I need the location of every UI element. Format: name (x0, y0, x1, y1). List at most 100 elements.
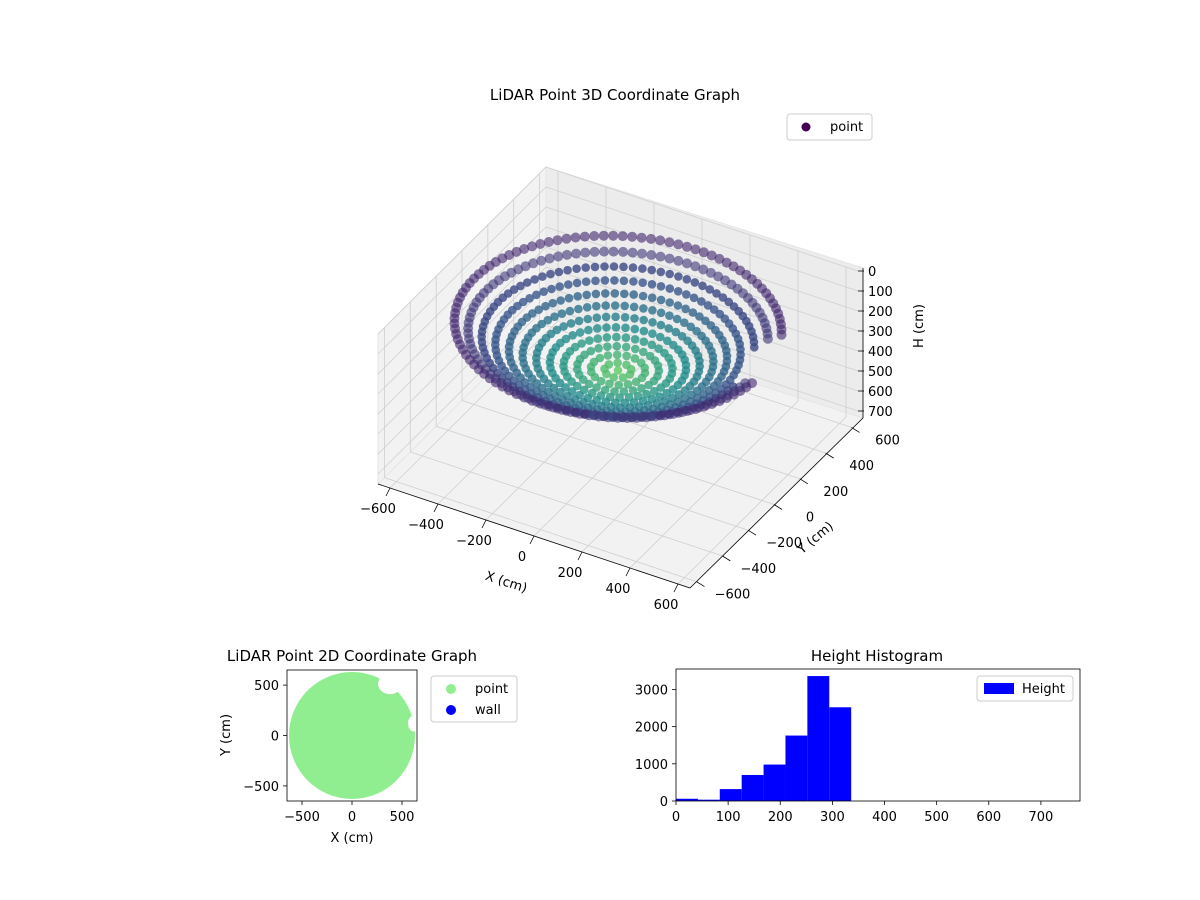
plot-3d-x-tick-label: 0 (518, 550, 526, 565)
plot-3d-x-tick (625, 567, 631, 577)
plot-3d-point (655, 251, 666, 262)
plot-3d-point (698, 264, 709, 275)
plot-2d-x-tick-label: 500 (390, 810, 415, 825)
plot-3d-point (646, 250, 657, 260)
histogram-bar (807, 676, 830, 801)
plot-3d-y-axis-line (689, 417, 864, 589)
plot-3d-z-tick-label: 100 (868, 285, 893, 300)
plot-3d-point (674, 272, 683, 281)
plot-3d-point (621, 323, 630, 333)
plot-3d-point (580, 247, 591, 258)
plot-3d-point (585, 336, 594, 345)
plot-3d-y-tick (722, 555, 731, 562)
plot-3d-point (550, 312, 559, 322)
plot-3d-point (631, 412, 642, 423)
histogram-bar (785, 735, 808, 801)
plot-3d-gridline-z-left (377, 166, 547, 335)
histogram-bar (719, 789, 742, 801)
plot-3d-point (610, 276, 619, 285)
plot-3d-point (639, 337, 649, 347)
plot-3d-y-tick (825, 452, 834, 459)
plot-3d-y-tick (799, 478, 809, 485)
plot-3d-point (608, 246, 619, 257)
plot-3d-point (648, 318, 657, 327)
plot-3d-x-tick (481, 519, 487, 529)
plot-3d-point (673, 287, 683, 296)
plot-3d-point (655, 332, 665, 342)
plot-3d-point (647, 293, 657, 303)
plot-3d-gridline-z-left (377, 306, 547, 475)
plot-3d-point (523, 278, 532, 287)
plot-3d-point (581, 277, 591, 287)
histogram-bar (697, 799, 720, 801)
plot-3d-point (682, 241, 692, 252)
plot-3d-point (776, 329, 787, 340)
plot-3d-point (695, 312, 704, 321)
plot-3d: LiDAR Point 3D Coordinate Graph −600 −400… (360, 86, 927, 613)
plot-3d-legend-label: point (830, 120, 863, 135)
plot-3d-point (648, 306, 657, 315)
plot-3d-point (682, 275, 692, 284)
plot-3d-title: LiDAR Point 3D Coordinate Graph (490, 86, 740, 104)
plot-3d-x-tick (673, 583, 679, 593)
plot-3d-point (562, 249, 572, 260)
histogram-y-tick-label: 0 (660, 795, 668, 810)
plot-3d-point (519, 244, 530, 254)
plot-3d-point (647, 340, 657, 350)
plot-3d-point (584, 325, 593, 335)
plot-3d-point (601, 289, 610, 298)
plot-3d-point (534, 305, 543, 315)
plot-3d-point (544, 253, 555, 264)
plot-3d-y-tick-label: 400 (849, 459, 874, 474)
plot-3d-point (555, 282, 564, 291)
plot-3d-point (665, 269, 674, 279)
plot-3d-y-tick-label: 0 (806, 511, 814, 526)
histogram-x-tick-label: 400 (872, 810, 897, 825)
plot-2d-legend-marker-point (446, 684, 456, 694)
plot-3d-point (681, 304, 690, 314)
plot-3d-x-tick-label: −600 (360, 502, 396, 517)
plot-3d-point (539, 287, 548, 297)
plot-3d-point (602, 323, 611, 332)
plot-3d-point (629, 277, 638, 286)
plot-3d-legend: point (786, 113, 873, 141)
plot-3d-point (618, 373, 628, 382)
plot-3d-point (589, 231, 600, 241)
plot-3d-x-tick-label: −200 (456, 534, 492, 549)
plot-3d-point (581, 263, 590, 272)
plot-3d-point (527, 241, 538, 252)
plot-3d-point (593, 324, 602, 333)
plot-3d-point (703, 301, 713, 310)
plot-3d-point (582, 290, 591, 300)
plot-3d-y-tick (851, 427, 860, 433)
plot-3d-y-tick (773, 504, 783, 510)
plot-3d-point (577, 339, 586, 348)
plot-3d-point (665, 298, 674, 307)
plot-3d-gridline-z-back (545, 206, 859, 312)
plot-3d-point (564, 293, 574, 303)
plot-3d-point (630, 335, 640, 344)
plot-3d-gridline-z-left (377, 286, 547, 455)
plot-3d-point (619, 262, 628, 272)
plot-3d-y-tick-label: 200 (823, 485, 848, 500)
histogram-legend-box (976, 675, 1074, 702)
plot-3d-point (602, 333, 612, 342)
plot-3d-point (636, 232, 647, 243)
plot-3d-gridline-z-left (377, 186, 547, 355)
plot-3d-point (656, 383, 666, 392)
plot-3d-y-tick-label: −600 (715, 588, 751, 603)
plot-3d-point (638, 264, 647, 273)
histogram-x-tick-label: 0 (672, 810, 680, 825)
plot-3d-point (541, 301, 550, 311)
plot-3d-point (554, 267, 564, 277)
plot-3d-point (565, 306, 575, 316)
plot-3d-gridline-y-floor (436, 425, 749, 531)
plot-3d-point (628, 386, 638, 395)
plot-3d-point (563, 265, 572, 275)
plot-3d-point (543, 237, 554, 247)
plot-3d-point (574, 304, 583, 314)
plot-3d-point (591, 289, 601, 299)
plot-3d-point (712, 289, 721, 298)
plot-3d-point (611, 323, 621, 332)
plot-3d-point (656, 308, 666, 318)
